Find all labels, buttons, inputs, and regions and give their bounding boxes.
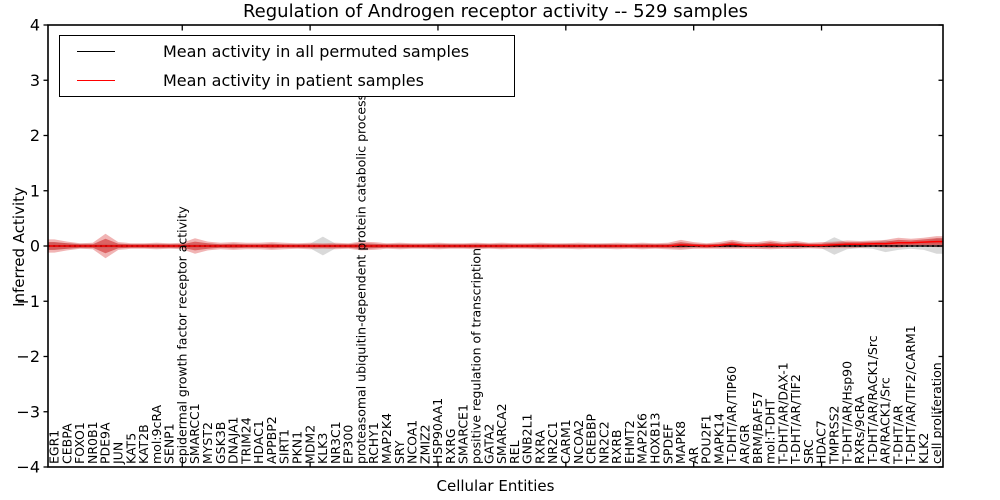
legend-entry-patient: Mean activity in patient samples bbox=[60, 67, 514, 95]
x-tick-label: GSK3B bbox=[213, 422, 228, 464]
legend-label-patient: Mean activity in patient samples bbox=[163, 71, 424, 91]
patient-mean-line bbox=[48, 240, 943, 247]
x-tick-label: mol:9cRA bbox=[149, 404, 164, 464]
y-tick-label: −2 bbox=[16, 347, 40, 366]
permuted-line-swatch bbox=[77, 50, 115, 52]
x-tick-label: SRC bbox=[801, 439, 816, 464]
patient-line-swatch bbox=[77, 80, 115, 82]
x-tick-label: SMARCE1 bbox=[456, 404, 471, 464]
x-tick-label: MYST2 bbox=[200, 422, 215, 464]
x-tick-label: RXRs/9cRA bbox=[852, 395, 867, 464]
x-axis-label: Cellular Entities bbox=[436, 477, 555, 495]
x-tick-label: TMPRSS2 bbox=[827, 406, 842, 465]
legend: Mean activity in all permuted samples Me… bbox=[59, 35, 515, 97]
x-tick-label: KLK2 bbox=[916, 433, 931, 464]
x-tick-label: EGR1 bbox=[47, 430, 62, 464]
x-tick-label: HDAC7 bbox=[814, 420, 829, 464]
x-tick-label: DNAJA1 bbox=[226, 417, 241, 465]
x-tick-label: KLK3 bbox=[315, 433, 330, 464]
legend-label-permuted: Mean activity in all permuted samples bbox=[163, 41, 470, 61]
chart-title: Regulation of Androgen receptor activity… bbox=[242, 1, 749, 22]
x-tick-label: MAPK8 bbox=[673, 421, 688, 464]
x-tick-label: FOXO1 bbox=[72, 422, 87, 464]
x-tick-label: cell proliferation bbox=[929, 362, 944, 464]
x-tick-label: T-DHT/AR/DAX-1 bbox=[775, 362, 790, 465]
x-tick-label: NR2C2 bbox=[596, 421, 611, 464]
legend-entry-permuted: Mean activity in all permuted samples bbox=[60, 37, 514, 65]
y-tick-label: −3 bbox=[16, 402, 40, 421]
x-tick-label: AR/GR bbox=[737, 424, 752, 464]
x-tick-label: REL bbox=[507, 440, 522, 464]
x-tick-label: MAP2K6 bbox=[635, 413, 650, 464]
x-tick-label: KAT2B bbox=[136, 424, 151, 464]
x-tick-label: HDAC1 bbox=[251, 420, 266, 464]
x-tick-label: T-DHT/AR/RACK1/Src bbox=[865, 335, 880, 465]
x-tick-label: AR/RACK1/Src bbox=[878, 377, 893, 464]
x-tick-label: POU2F1 bbox=[699, 414, 714, 464]
x-tick-label: RXRA bbox=[533, 430, 548, 464]
x-tick-label: T-DHT/AR/TIF2 bbox=[788, 374, 803, 465]
x-tick-label: NCOA1 bbox=[405, 420, 420, 464]
x-tick-label: EP300 bbox=[341, 425, 356, 464]
y-tick-label: 0 bbox=[30, 237, 40, 256]
y-tick-label: −1 bbox=[16, 292, 40, 311]
x-tick-label: MAP2K4 bbox=[379, 413, 394, 464]
x-tick-label: MDM2 bbox=[302, 425, 317, 464]
x-tick-label: SMARCC1 bbox=[187, 403, 202, 464]
x-tick-label: EHMT2 bbox=[622, 420, 637, 464]
x-tick-label: SMARCA2 bbox=[494, 403, 509, 464]
y-tick-label: 1 bbox=[30, 181, 40, 200]
x-tick-label: T-DHT/AR bbox=[891, 405, 906, 465]
x-tick-label: RCHY1 bbox=[366, 422, 381, 464]
x-tick-label: PDE9A bbox=[98, 422, 113, 464]
x-tick-label: MAPK14 bbox=[712, 413, 727, 464]
x-tick-label: PKN1 bbox=[290, 431, 305, 464]
x-tick-label: T-DHT/AR/TIP60 bbox=[724, 366, 739, 465]
x-tick-label: positive regulation of transcription bbox=[469, 248, 484, 464]
x-tick-label: CARM1 bbox=[558, 419, 573, 464]
x-tick-label: epidermal growth factor receptor activit… bbox=[174, 206, 189, 464]
x-tick-label: APPBP2 bbox=[264, 416, 279, 464]
y-tick-label: 2 bbox=[30, 126, 40, 145]
x-tick-label: proteasomal ubiquitin-dependent protein … bbox=[353, 94, 368, 464]
x-tick-label: AR bbox=[686, 446, 701, 464]
x-tick-label: JUN bbox=[111, 442, 126, 465]
x-tick-label: T-DHT/AR/Hsp90 bbox=[839, 361, 854, 465]
x-tick-label: NR2C1 bbox=[545, 421, 560, 464]
x-tick-label: GNB2L1 bbox=[520, 414, 535, 464]
x-tick-label: GATA2 bbox=[481, 424, 496, 464]
x-tick-label: NR3C1 bbox=[328, 421, 343, 464]
x-tick-label: ZMIZ2 bbox=[417, 424, 432, 464]
x-tick-label: RXRG bbox=[443, 428, 458, 464]
x-tick-label: HSP90AA1 bbox=[430, 398, 445, 464]
x-tick-label: SIRT1 bbox=[277, 429, 292, 464]
x-tick-label: TRIM24 bbox=[238, 417, 253, 465]
x-tick-label: SPDEF bbox=[660, 424, 675, 464]
y-tick-label: −4 bbox=[16, 458, 40, 477]
x-tick-label: CEBPA bbox=[59, 423, 74, 464]
y-tick-label: 4 bbox=[30, 16, 40, 35]
x-tick-label: NCOA2 bbox=[571, 420, 586, 464]
x-tick-label: CREBBP bbox=[584, 414, 599, 464]
x-tick-label: RXRB bbox=[609, 429, 624, 464]
x-tick-label: T-DHT/AR/TIF2/CARM1 bbox=[903, 325, 918, 465]
x-tick-label: HOXB13 bbox=[648, 413, 663, 464]
x-tick-label: NR0B1 bbox=[85, 421, 100, 464]
y-tick-label: 3 bbox=[30, 71, 40, 90]
x-tick-label: mol:T-DHT bbox=[763, 398, 778, 464]
x-tick-label: KAT5 bbox=[123, 433, 138, 464]
x-tick-label: SENP1 bbox=[162, 423, 177, 464]
x-tick-label: SRY bbox=[392, 440, 407, 464]
x-tick-label: BRM/BAF57 bbox=[750, 392, 765, 464]
